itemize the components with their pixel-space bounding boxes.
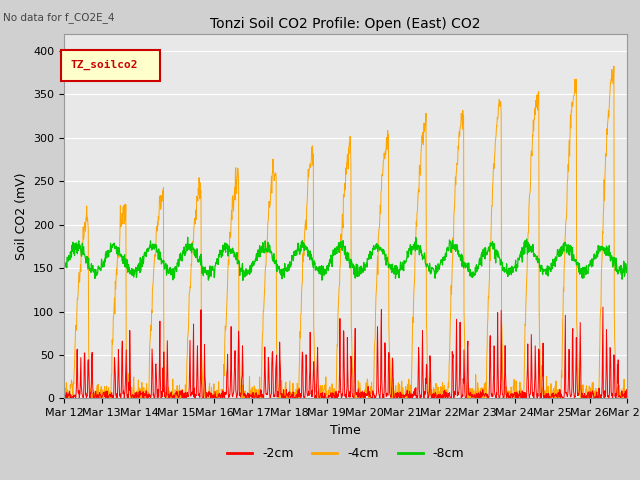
-4cm bbox=[623, 394, 631, 399]
-2cm bbox=[172, 391, 180, 397]
-2cm bbox=[599, 304, 607, 310]
-2cm bbox=[249, 396, 257, 401]
-2cm bbox=[60, 387, 68, 393]
-4cm bbox=[507, 396, 515, 401]
FancyBboxPatch shape bbox=[61, 50, 160, 81]
-4cm bbox=[186, 290, 193, 296]
-8cm bbox=[623, 267, 631, 273]
Line: -4cm: -4cm bbox=[64, 66, 627, 398]
-8cm bbox=[184, 234, 191, 240]
-2cm bbox=[557, 396, 564, 401]
Line: -8cm: -8cm bbox=[64, 237, 627, 280]
-8cm bbox=[60, 258, 68, 264]
-8cm bbox=[557, 252, 565, 258]
Text: No data for f_CO2E_4: No data for f_CO2E_4 bbox=[3, 12, 115, 23]
Text: TZ_soilco2: TZ_soilco2 bbox=[71, 60, 138, 71]
-8cm bbox=[239, 277, 246, 283]
X-axis label: Time: Time bbox=[330, 424, 361, 437]
-8cm bbox=[172, 266, 179, 272]
Legend: -2cm, -4cm, -8cm: -2cm, -4cm, -8cm bbox=[222, 442, 469, 465]
-8cm bbox=[249, 258, 257, 264]
-4cm bbox=[610, 63, 618, 69]
Title: Tonzi Soil CO2 Profile: Open (East) CO2: Tonzi Soil CO2 Profile: Open (East) CO2 bbox=[211, 17, 481, 31]
-2cm bbox=[507, 391, 515, 396]
-2cm bbox=[433, 392, 441, 398]
-8cm bbox=[186, 243, 193, 249]
-4cm bbox=[60, 396, 68, 401]
-8cm bbox=[508, 272, 515, 277]
-2cm bbox=[61, 396, 69, 401]
-8cm bbox=[434, 268, 442, 274]
-2cm bbox=[186, 362, 193, 368]
-4cm bbox=[556, 395, 564, 401]
-4cm bbox=[433, 393, 441, 399]
Y-axis label: Soil CO2 (mV): Soil CO2 (mV) bbox=[15, 172, 28, 260]
-2cm bbox=[623, 393, 631, 399]
-4cm bbox=[172, 390, 179, 396]
Line: -2cm: -2cm bbox=[64, 307, 627, 398]
-4cm bbox=[248, 384, 256, 390]
